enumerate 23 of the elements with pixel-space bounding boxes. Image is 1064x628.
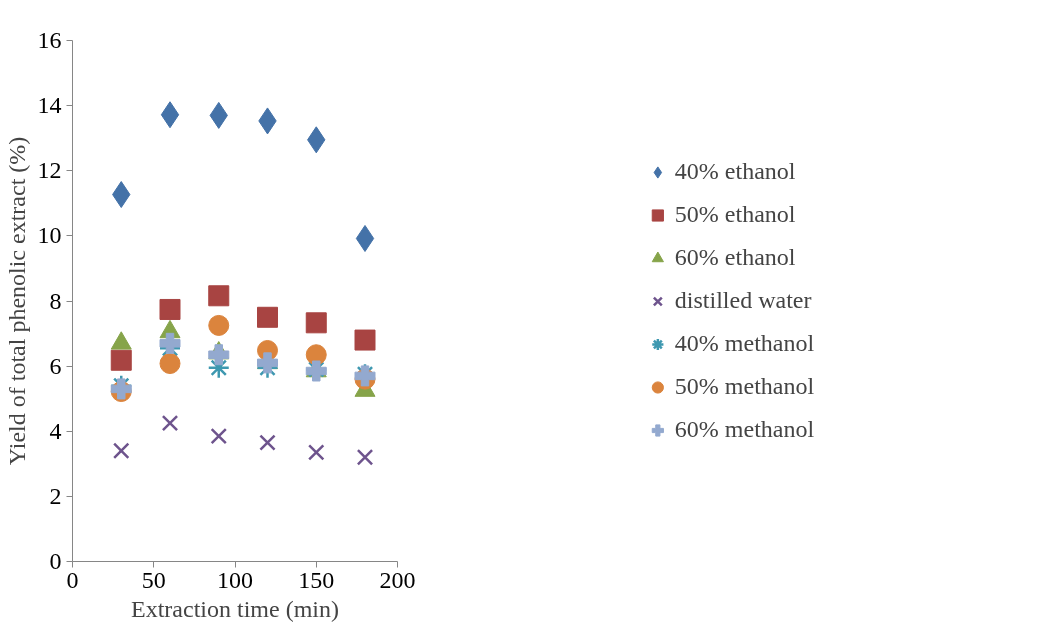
legend-label: 40% methanol: [674, 330, 815, 357]
legend-label: 60% ethanol: [674, 244, 796, 271]
y-axis-title: Yield of total phenolic extract (%): [3, 136, 30, 466]
y-tick-label: 6: [49, 352, 62, 379]
y-tick-label: 12: [37, 157, 62, 184]
x-tick-label: 150: [298, 566, 335, 593]
y-tick-label: 16: [37, 27, 62, 53]
y-tick-label: 2: [49, 482, 62, 509]
legend-label: distilled water: [674, 287, 812, 314]
y-tick-label: 8: [49, 287, 62, 314]
x-tick-label: 200: [379, 566, 416, 593]
x-tick-label: 0: [66, 566, 79, 593]
legend-label: 50% ethanol: [674, 201, 796, 228]
x-tick-label: 100: [217, 566, 253, 593]
x-axis-title: Extraction time (min): [131, 595, 339, 622]
legend-label: 50% methanol: [674, 373, 815, 400]
y-tick-label: 14: [37, 92, 62, 119]
legend-label: 60% methanol: [674, 416, 815, 443]
y-tick-label: 0: [49, 548, 62, 574]
x-tick-label: 50: [141, 566, 166, 593]
y-tick-label: 4: [49, 417, 62, 444]
legend-label: 40% ethanol: [674, 158, 796, 185]
y-tick-label: 10: [37, 222, 62, 249]
